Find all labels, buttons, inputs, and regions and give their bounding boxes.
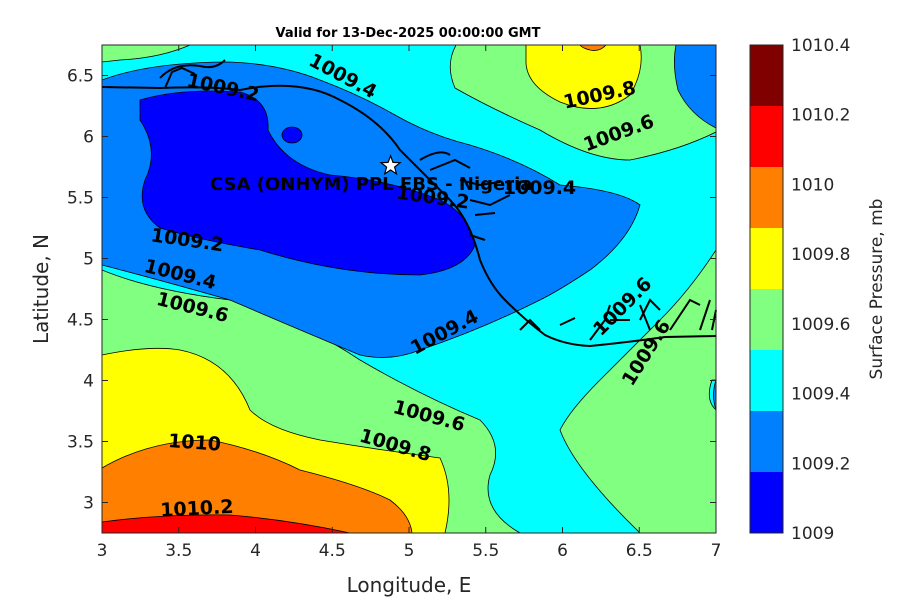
y-axis-label: Latitude, N <box>29 234 53 344</box>
colorbar-band <box>750 289 783 351</box>
colorbar-tick-label: 1009.8 <box>791 245 850 265</box>
x-axis-label: Longitude, E <box>347 573 472 597</box>
colorbar-band <box>750 350 783 412</box>
y-tick-label: 6.5 <box>67 67 94 87</box>
x-tick-label: 4 <box>250 541 261 561</box>
x-tick-label: 6.5 <box>626 541 653 561</box>
band-1009-0-small <box>281 126 303 144</box>
site-marker <box>379 154 402 176</box>
colorbar-label: Surface Pressure, mb <box>867 199 887 380</box>
x-tick-label: 4.5 <box>319 541 346 561</box>
band-1010-0 <box>102 439 413 533</box>
band-1010-0-top <box>579 45 607 51</box>
colorbar-tick-label: 1009.6 <box>791 315 850 335</box>
colorbar-band <box>750 45 783 107</box>
coastline <box>101 59 717 348</box>
y-tick-label: 4 <box>83 372 94 392</box>
colorbar-tick-label: 1009.2 <box>791 454 850 474</box>
contour-label: 1009.4 <box>503 177 576 199</box>
colorbar-band <box>750 106 783 168</box>
colorbar-band <box>750 411 783 473</box>
band-1010-2 <box>102 514 351 533</box>
contour-label: 1010.2 <box>160 496 234 522</box>
colorbar-ticks: 1010.4 1010.2 1010 1009.8 1009.6 1009.4 1009.2… <box>791 36 850 544</box>
x-tick-label: 3.5 <box>165 541 192 561</box>
x-tick-label: 5.5 <box>472 541 499 561</box>
plot-title: Valid for 13-Dec-2025 00:00:00 GMT <box>276 26 541 41</box>
colorbar-band <box>750 228 783 290</box>
y-tick-label: 4.5 <box>67 311 94 331</box>
band-1009-6-east <box>559 140 716 533</box>
y-tick-label: 3 <box>83 494 94 514</box>
y-tick-label: 6 <box>83 128 94 148</box>
y-axis-ticks: 3 3.5 4 4.5 5 5.5 6 6.5 <box>67 67 716 514</box>
colorbar-frame <box>749 44 784 534</box>
colorbar-band <box>750 472 783 534</box>
y-tick-label: 3.5 <box>67 433 94 453</box>
y-tick-label: 5.5 <box>67 189 94 209</box>
site-label: CSA (ONHYM) PPL EBS - Nigeria <box>210 174 532 195</box>
x-tick-label: 5 <box>404 541 415 561</box>
y-tick-label: 5 <box>83 250 94 270</box>
colorbar-tick-label: 1010.4 <box>791 36 850 56</box>
x-axis-ticks: 3 3.5 4 4.5 5 5.5 6 6.5 7 <box>97 45 722 561</box>
band-1009-0 <box>139 90 476 276</box>
colorbar-bands <box>750 45 783 534</box>
white-star-icon <box>379 154 402 176</box>
band-1009-8-north <box>525 45 642 109</box>
band-1009-2-northeast <box>674 45 716 129</box>
colorbar-tick-label: 1010.2 <box>791 106 850 126</box>
colorbar-tick-label: 1010 <box>791 175 834 195</box>
colorbar: 1010.4 1010.2 1010 1009.8 1009.6 1009.4 1009.2… <box>749 36 887 544</box>
colorbar-tick-label: 1009 <box>791 524 834 544</box>
x-tick-label: 6 <box>557 541 568 561</box>
contour-label: 1010 <box>167 430 221 456</box>
colorbar-tick-label: 1009.4 <box>791 385 850 405</box>
x-tick-label: 7 <box>711 541 722 561</box>
band-1009-6-northwest <box>102 45 191 63</box>
colorbar-band <box>750 167 783 229</box>
x-tick-label: 3 <box>97 541 108 561</box>
